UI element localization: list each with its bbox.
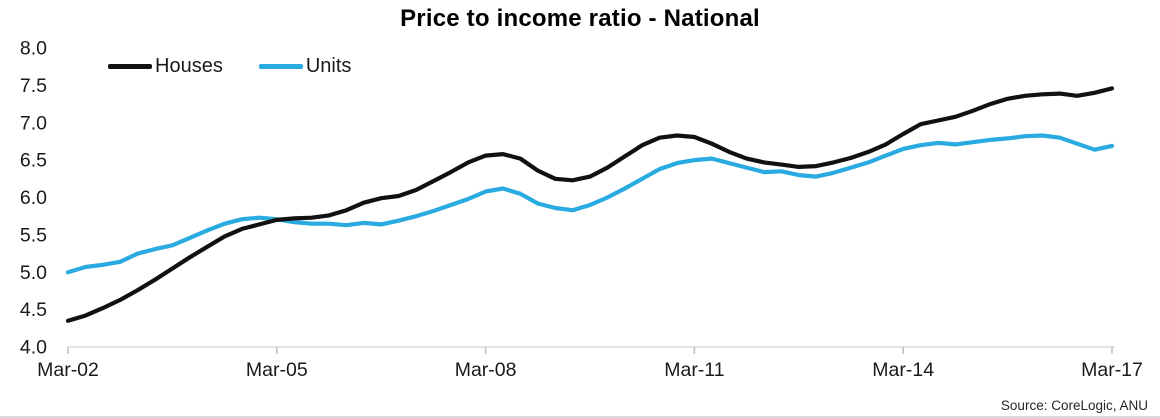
houses-line-swatch <box>108 63 152 69</box>
bottom-edge-line <box>0 416 1160 418</box>
y-tick-label: 5.0 <box>20 262 47 284</box>
series-line-units <box>65 133 1115 275</box>
units-line-swatch <box>258 63 303 69</box>
x-tick-label: Mar-17 <box>1081 359 1143 381</box>
legend-item-units: Units <box>258 55 352 77</box>
source-note: Source: CoreLogic, ANU <box>1000 398 1148 413</box>
legend-label-units: Units <box>305 55 352 77</box>
y-tick-label: 6.5 <box>20 150 47 172</box>
x-tick-label: Mar-05 <box>246 359 308 381</box>
x-tick-label: Mar-11 <box>664 359 724 381</box>
y-tick-label: 5.5 <box>20 224 47 246</box>
series-line-houses <box>65 86 1115 323</box>
legend: Houses Units <box>108 55 351 77</box>
x-tick-label: Mar-02 <box>37 359 99 381</box>
y-tick-label: 8.0 <box>20 38 47 60</box>
y-tick-label: 4.0 <box>20 337 47 359</box>
legend-item-houses: Houses <box>108 55 223 77</box>
chart-title: Price to income ratio - National <box>400 5 760 32</box>
x-tick-label: Mar-14 <box>872 359 934 381</box>
y-tick-label: 7.0 <box>20 112 47 134</box>
y-tick-label: 6.0 <box>20 187 47 209</box>
y-tick-label: 7.5 <box>20 75 47 97</box>
x-tick-label: Mar-08 <box>455 359 517 381</box>
y-tick-label: 4.5 <box>20 299 47 321</box>
legend-label-houses: Houses <box>155 55 223 77</box>
